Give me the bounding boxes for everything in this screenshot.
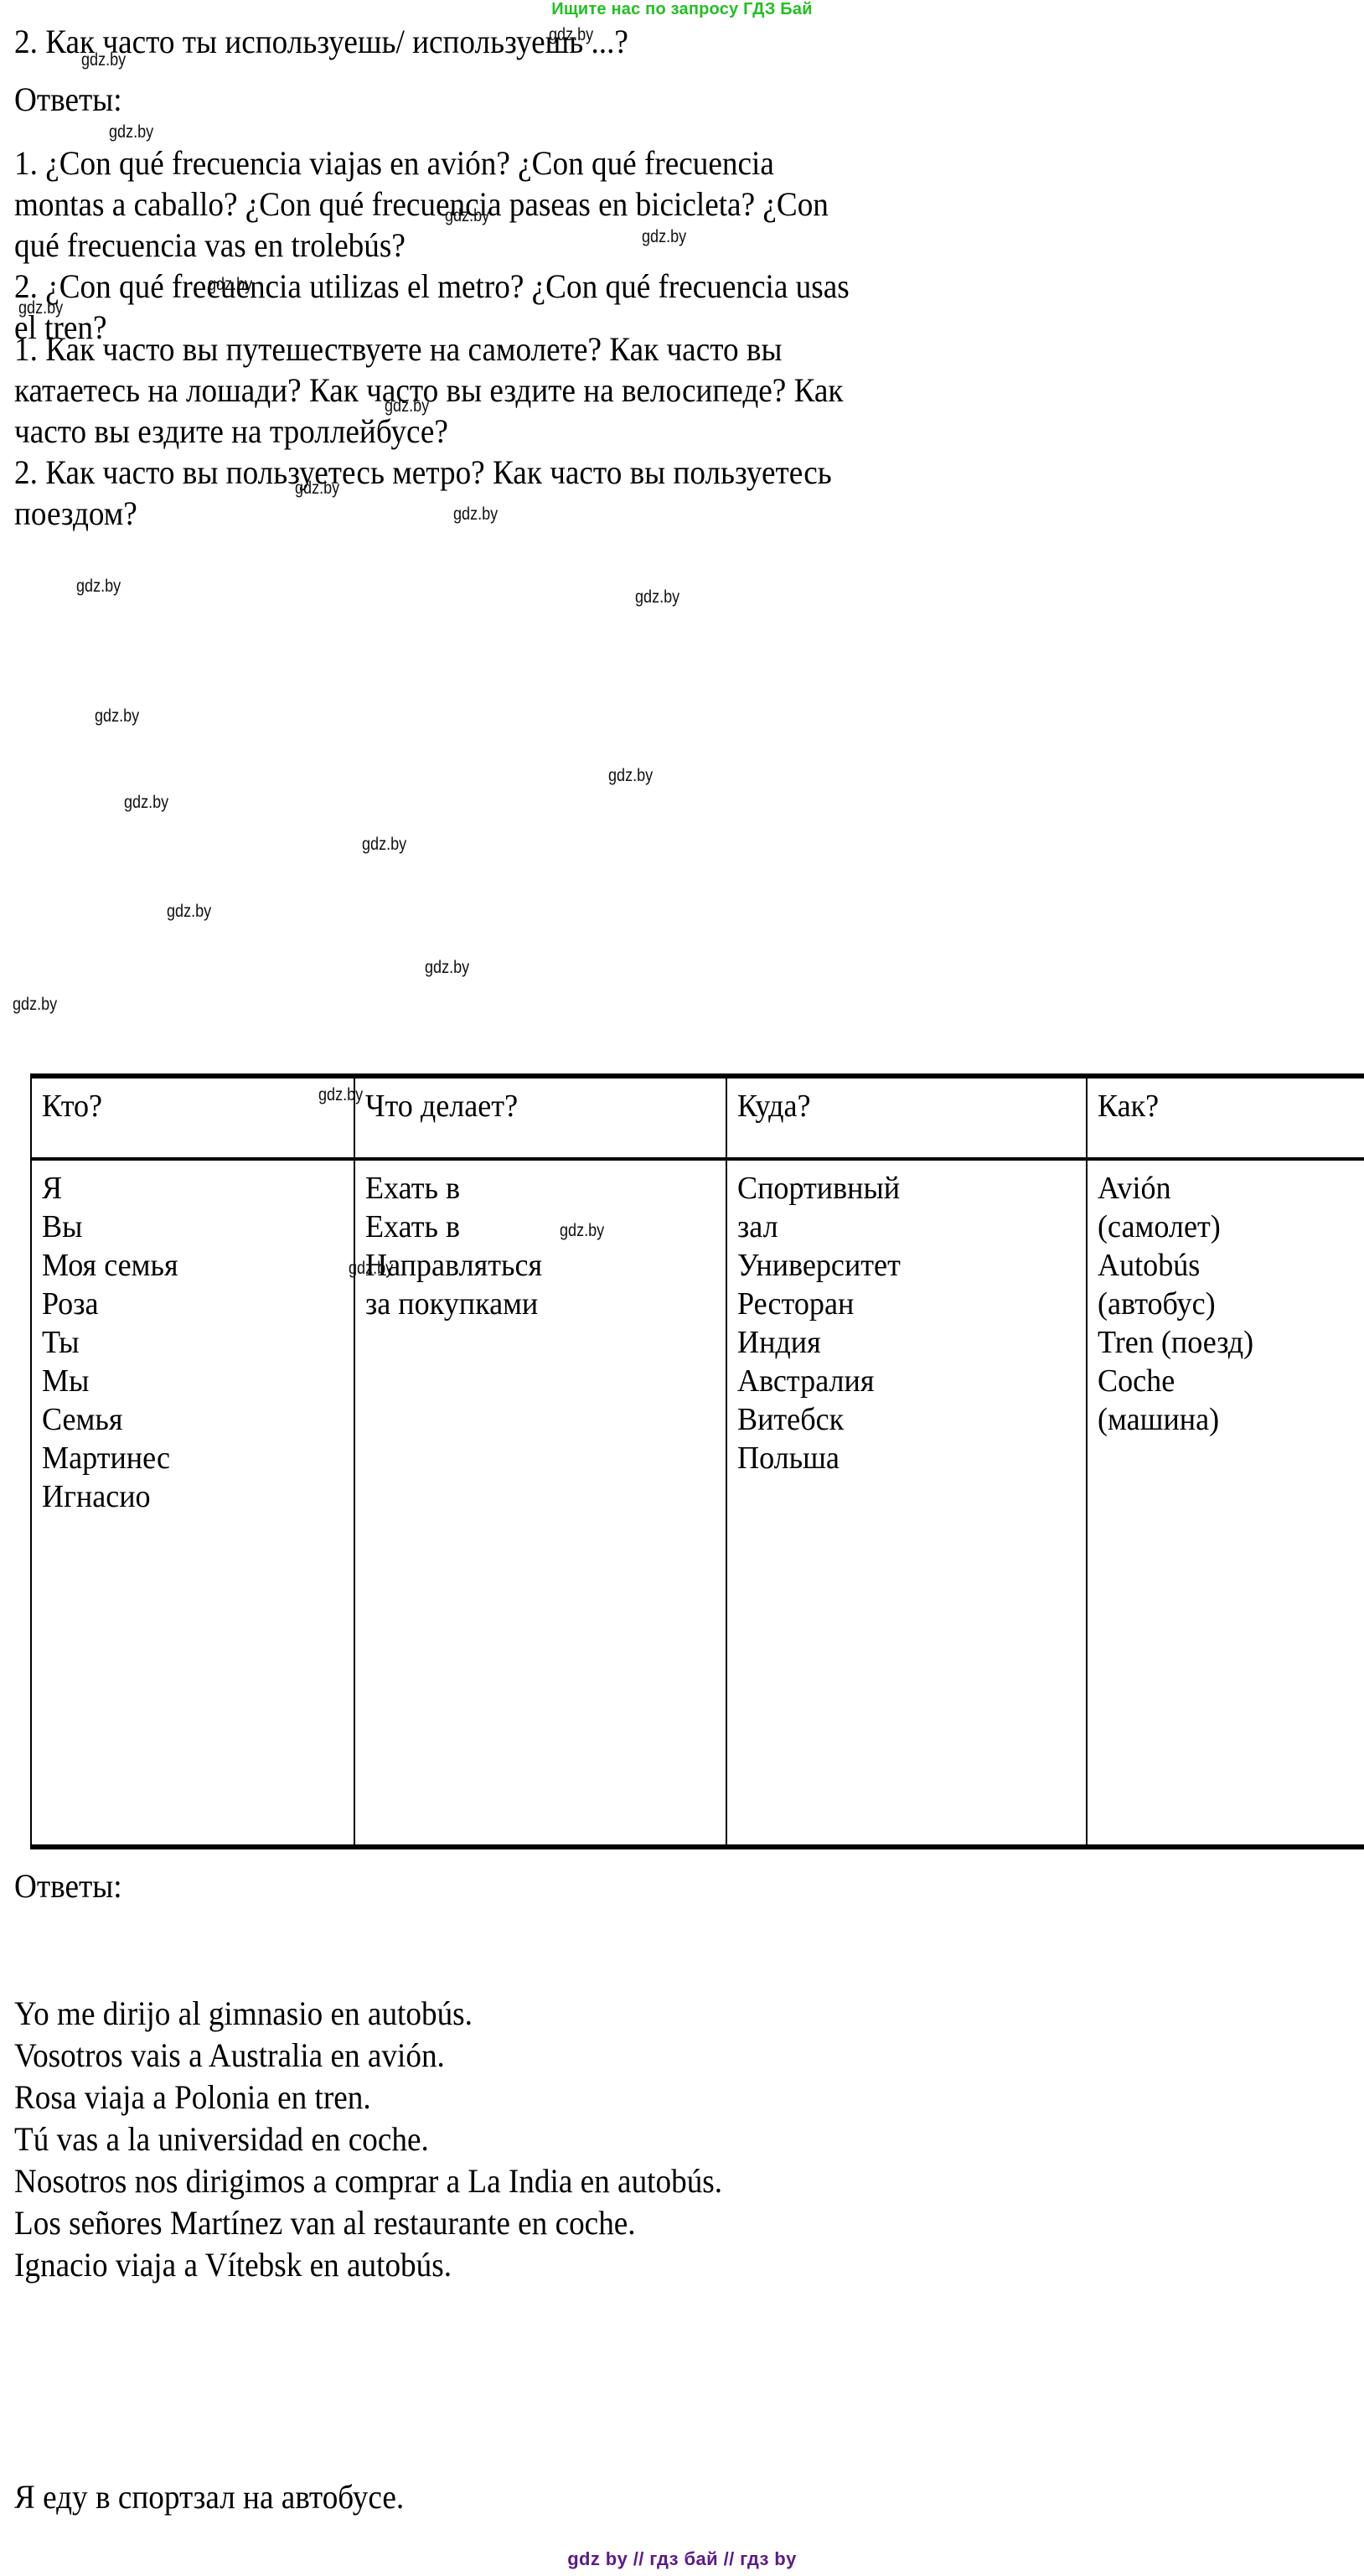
table-item: зал [737, 1209, 778, 1244]
table-header-action: Что делает? [354, 1073, 727, 1161]
russian-question-line-1: 1. Как часто вы путешествуете на самолет… [14, 330, 783, 368]
final-answer-line: Nosotros nos dirigimos a comprar a La In… [14, 2162, 723, 2200]
spanish-question-line-3: qué frecuencia vas en trolebús? [14, 226, 406, 264]
watermark-gdz: gdz.by [425, 958, 470, 977]
table-cell-action: Ехать в Ехать в Направляться за покупкам… [354, 1159, 727, 1849]
final-answer-line: Yo me dirijo al gimnasio en autobús. [14, 1994, 473, 2032]
table-item: Ты [42, 1325, 80, 1360]
table-item: (автобус) [1098, 1286, 1216, 1322]
table-item: за покупками [365, 1286, 539, 1322]
final-russian-answer: Я еду в спортзал на автобусе. [14, 2476, 716, 2517]
promo-banner-bottom: gdz by // гдз бай // гдз by [567, 2548, 797, 2569]
table-item: Индия [737, 1325, 821, 1360]
russian-question-line-5: поездом? [14, 494, 137, 532]
watermark-gdz: gdz.by [95, 706, 140, 726]
watermark-gdz: gdz.by [167, 902, 212, 921]
watermark-gdz: gdz.by [109, 122, 154, 142]
table-header-who-text: Кто? [42, 1089, 103, 1124]
final-answer-line: Tú vas a la universidad en coche. [14, 2120, 429, 2158]
table-item: Роза [42, 1286, 99, 1322]
table-cell-how: Avión (самолет) Autobús (автобус) Tren (… [1086, 1159, 1364, 1849]
watermark-gdz: gdz.by [124, 793, 169, 812]
table-item: Направляться [365, 1248, 543, 1283]
spanish-question-line-2: montas a caballo? ¿Con qué frecuencia pa… [14, 185, 829, 223]
table-item: Мы [42, 1363, 90, 1399]
table-header-where: Куда? [726, 1073, 1088, 1161]
table-item: Австралия [737, 1363, 875, 1399]
table-item: Я [42, 1171, 63, 1206]
final-answer-line: Vosotros vais a Australia en avión. [14, 2036, 445, 2074]
final-answer-line: Rosa viaja a Polonia en tren. [14, 2078, 371, 2116]
table-body-row: Я Вы Моя семья Роза Ты Мы Семья Мартинес… [30, 1159, 1364, 1849]
russian-questions-block: 1. Как часто вы путешествуете на самолет… [14, 328, 1253, 534]
exercise-title-text: 2. Как часто ты используешь/ используешь… [14, 23, 628, 60]
exercise-title: 2. Как часто ты используешь/ используешь… [14, 21, 949, 62]
table-header-how: Как? [1086, 1073, 1364, 1161]
table-item: (самолет) [1098, 1209, 1221, 1244]
watermark-gdz: gdz.by [608, 766, 654, 785]
table-item: Ехать в [365, 1171, 461, 1206]
table-item: Витебск [737, 1402, 845, 1437]
sentence-builder-table: Кто? Что делает? Куда? Как? Я Вы Моя сем… [30, 1073, 1364, 1849]
table-item: Спортивный [737, 1171, 901, 1206]
russian-question-line-3: часто вы ездите на троллейбусе? [14, 412, 448, 450]
table-item: Tren (поезд) [1098, 1325, 1254, 1360]
spanish-question-line-1: 1. ¿Con qué frecuencia viajas en avión? … [14, 144, 774, 182]
table-cell-where: Спортивный зал Университет Ресторан Инди… [726, 1159, 1088, 1849]
table-header-where-text: Куда? [737, 1089, 811, 1124]
table-item: Игнасио [42, 1479, 151, 1514]
watermark-gdz: gdz.by [635, 587, 680, 607]
watermark-gdz: gdz.by [76, 577, 121, 596]
table-item: Autobús [1098, 1248, 1201, 1283]
table-item: Университет [737, 1248, 901, 1283]
table-header-how-text: Как? [1098, 1089, 1160, 1124]
answers-label-bottom: Ответы: [14, 1865, 326, 1906]
table-item: Avión [1098, 1171, 1171, 1206]
spanish-question-line-4: 2. ¿Con qué frecuencia utilizas el metro… [14, 267, 850, 305]
answers-label-top: Ответы: [14, 79, 326, 120]
table-item: Польша [737, 1441, 840, 1476]
table-cell-who: Я Вы Моя семья Роза Ты Мы Семья Мартинес… [30, 1159, 355, 1849]
final-russian-answer-text: Я еду в спортзал на автобусе. [14, 2478, 405, 2516]
table-item: (машина) [1098, 1402, 1220, 1437]
table-item: Семья [42, 1402, 123, 1437]
russian-question-line-4: 2. Как часто вы пользуетесь метро? Как ч… [14, 453, 832, 491]
final-answer-line: Los señores Martínez van al restaurante … [14, 2204, 636, 2242]
table-item: Мартинес [42, 1441, 171, 1476]
table-item: Моя семья [42, 1248, 178, 1283]
answers-label-top-text: Ответы: [14, 80, 122, 118]
answers-label-bottom-text: Ответы: [14, 1867, 122, 1905]
final-answers-block: Yo me dirijo al gimnasio en autobús. Vos… [14, 1993, 1253, 2286]
table-header-action-text: Что делает? [365, 1089, 519, 1124]
spanish-questions-block: 1. ¿Con qué frecuencia viajas en avión? … [14, 142, 1253, 348]
watermark-gdz: gdz.by [362, 835, 407, 854]
watermark-gdz: gdz.by [13, 995, 58, 1014]
spanish-question-line-5: el tren? [14, 308, 107, 346]
final-answer-line: Ignacio viaja a Vítebsk en autobús. [14, 2246, 452, 2284]
table-header-who: Кто? [30, 1073, 355, 1161]
table-header-row: Кто? Что делает? Куда? Как? [30, 1073, 1364, 1161]
russian-question-line-2: катаетесь на лошади? Как часто вы ездите… [14, 371, 844, 409]
promo-banner-top: Ищите нас по запросу ГДЗ Бай [551, 0, 813, 18]
table-item: Вы [42, 1209, 83, 1244]
table-item: Coche [1098, 1363, 1175, 1399]
table-item: Ресторан [737, 1286, 855, 1322]
table-item: Ехать в [365, 1209, 461, 1244]
